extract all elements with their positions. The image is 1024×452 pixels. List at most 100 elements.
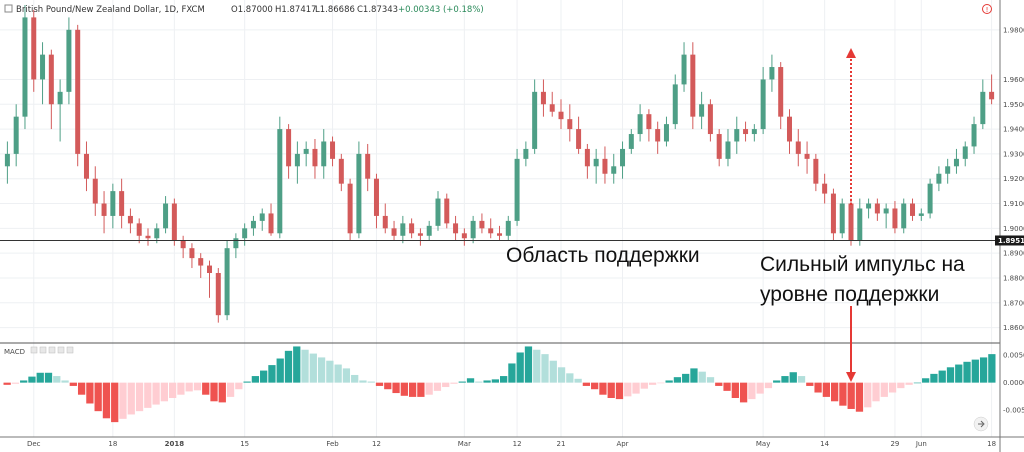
candle-body bbox=[40, 54, 46, 80]
candle-body bbox=[189, 248, 195, 259]
candle-body bbox=[409, 223, 415, 234]
candle-body bbox=[830, 193, 836, 234]
price-tick-label: 1.92000 bbox=[1003, 175, 1024, 183]
price-tick-label: 1.89000 bbox=[1003, 250, 1024, 258]
macd-bar bbox=[491, 379, 499, 383]
candle-body bbox=[980, 91, 986, 125]
macd-bar bbox=[582, 382, 591, 386]
macd-bar bbox=[723, 382, 731, 391]
macd-bar bbox=[20, 380, 28, 383]
candle-body bbox=[874, 203, 880, 214]
macd-label: MACD bbox=[4, 348, 25, 356]
price-tick-label: 1.86000 bbox=[1003, 324, 1024, 332]
candle-body bbox=[901, 203, 907, 229]
menu-icon[interactable] bbox=[4, 4, 13, 13]
macd-bar bbox=[408, 382, 417, 397]
close-value: C1.87343 bbox=[357, 5, 398, 15]
candle-body bbox=[857, 208, 863, 241]
symbol-title[interactable]: British Pound/New Zealand Dollar, 1D, FX… bbox=[16, 5, 205, 15]
candle-body bbox=[400, 223, 406, 236]
candles bbox=[4, 5, 995, 323]
candle-body bbox=[373, 178, 379, 216]
macd-controls-icons[interactable] bbox=[30, 346, 74, 354]
candle-body bbox=[277, 129, 283, 234]
price-axis-labels: 1.98000 1.96000 1.95000 1.94000 1.93000 1.920… bbox=[1003, 26, 1024, 332]
candle-body bbox=[233, 238, 239, 249]
candle-body bbox=[567, 119, 573, 130]
candle-body bbox=[435, 198, 441, 226]
macd-bar bbox=[557, 367, 566, 383]
macd-bar bbox=[979, 357, 988, 383]
macd-bar bbox=[615, 382, 624, 400]
macd-bar bbox=[425, 382, 433, 395]
macd-bar bbox=[781, 376, 789, 383]
macd-bar bbox=[814, 382, 822, 393]
macd-bar bbox=[665, 380, 673, 383]
candle-body bbox=[725, 141, 731, 159]
price-tick-label: 1.88000 bbox=[1003, 274, 1024, 282]
time-axis-labels: Dec18201815Feb12Mar1221AprMay1429Jun18Ju… bbox=[27, 440, 996, 448]
candle-body bbox=[382, 215, 388, 229]
candle-body bbox=[417, 233, 423, 236]
candle-body bbox=[672, 84, 678, 125]
macd-bar bbox=[566, 373, 574, 383]
candle-body bbox=[92, 178, 98, 204]
impulse-arrow bbox=[846, 48, 856, 382]
macd-bar bbox=[400, 382, 408, 396]
macd-bar bbox=[938, 370, 946, 383]
current-price-tag bbox=[995, 235, 1024, 246]
macd-histogram bbox=[3, 346, 996, 423]
macd-bar bbox=[971, 359, 979, 383]
candle-body bbox=[699, 104, 705, 117]
macd-bar bbox=[193, 382, 202, 391]
candle-body bbox=[611, 166, 617, 174]
macd-bar bbox=[251, 376, 260, 383]
macd-bar bbox=[351, 374, 359, 383]
candle-body bbox=[602, 158, 608, 174]
candle-body bbox=[822, 183, 828, 194]
open-value: O1.87000 bbox=[231, 5, 273, 15]
time-tick-label: Feb bbox=[326, 440, 339, 448]
time-tick-label: 12 bbox=[372, 440, 381, 448]
candle-body bbox=[488, 228, 494, 234]
candle-body bbox=[628, 134, 634, 149]
candle-body bbox=[743, 129, 749, 135]
scroll-right-icon[interactable] bbox=[973, 416, 989, 432]
macd-bar bbox=[682, 373, 690, 383]
candle-body bbox=[505, 220, 511, 236]
candle-body bbox=[365, 153, 371, 179]
macd-bar bbox=[202, 382, 210, 395]
macd-bar bbox=[706, 377, 715, 383]
candle-body bbox=[839, 203, 845, 234]
candle-body bbox=[786, 116, 792, 142]
candle-body bbox=[215, 273, 221, 316]
macd-bar bbox=[888, 382, 897, 393]
macd-bar bbox=[44, 372, 53, 383]
macd-bar bbox=[872, 382, 880, 402]
change-value: +0.00343 (+0.18%) bbox=[398, 5, 484, 15]
macd-bar bbox=[36, 372, 44, 383]
candle-body bbox=[646, 114, 652, 130]
macd-bar bbox=[822, 382, 830, 397]
macd-bar bbox=[3, 382, 11, 385]
macd-bar bbox=[698, 371, 706, 383]
time-tick-label: Apr bbox=[616, 440, 628, 448]
candle-body bbox=[101, 203, 107, 216]
macd-bar bbox=[61, 380, 69, 383]
alert-icon[interactable]: ! bbox=[982, 4, 992, 15]
candle-body bbox=[426, 225, 432, 236]
macd-bar bbox=[715, 382, 723, 386]
macd-bar bbox=[988, 354, 996, 383]
macd-bar bbox=[574, 378, 582, 383]
candle-body bbox=[584, 148, 590, 167]
candle-body bbox=[391, 228, 397, 236]
macd-bar bbox=[533, 349, 541, 383]
price-tick-label: 1.95000 bbox=[1003, 101, 1024, 109]
price-tick-label: 1.98000 bbox=[1003, 26, 1024, 34]
candle-body bbox=[470, 220, 476, 239]
macd-bar bbox=[549, 360, 557, 383]
macd-bar bbox=[831, 382, 839, 402]
candle-body bbox=[321, 141, 327, 167]
